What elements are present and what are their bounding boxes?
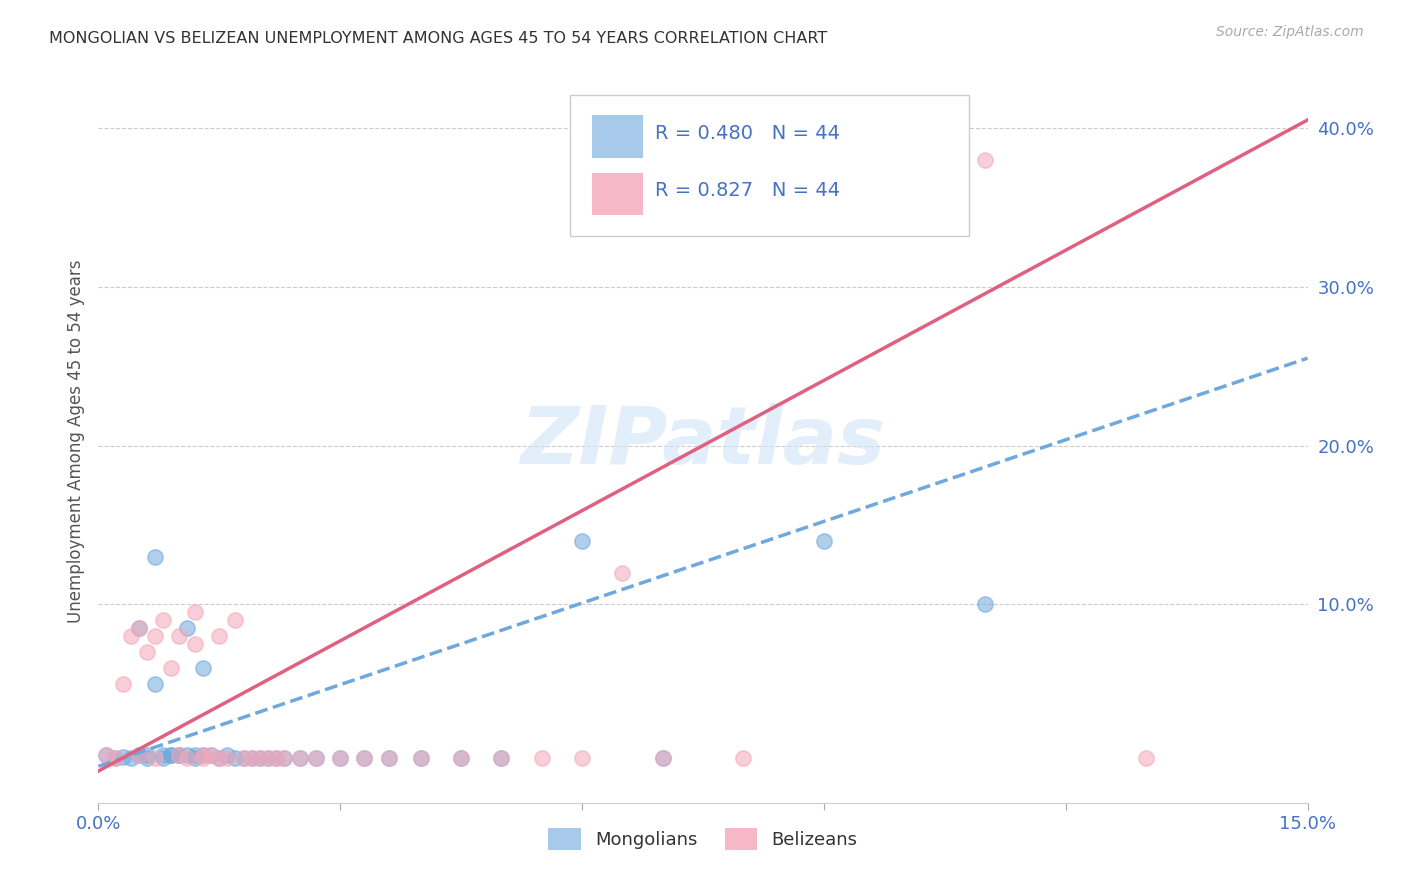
Point bbox=[450, 751, 472, 765]
Point bbox=[184, 605, 207, 619]
Point bbox=[96, 748, 118, 763]
Point bbox=[974, 153, 997, 167]
Point bbox=[176, 621, 198, 635]
Point bbox=[128, 748, 150, 763]
Point bbox=[305, 751, 328, 765]
Point bbox=[208, 751, 231, 765]
Point bbox=[193, 748, 215, 763]
Text: R = 0.480   N = 44: R = 0.480 N = 44 bbox=[655, 124, 839, 144]
Point bbox=[240, 751, 263, 765]
Point bbox=[160, 748, 183, 763]
Point bbox=[288, 751, 311, 765]
Point bbox=[193, 748, 215, 763]
Point bbox=[232, 751, 254, 765]
Point bbox=[160, 748, 183, 763]
Point bbox=[232, 751, 254, 765]
Point bbox=[249, 751, 271, 765]
Point bbox=[450, 751, 472, 765]
Legend: Mongolians, Belizeans: Mongolians, Belizeans bbox=[540, 819, 866, 859]
Point bbox=[135, 748, 157, 763]
Text: ZIPatlas: ZIPatlas bbox=[520, 402, 886, 481]
Point bbox=[160, 661, 183, 675]
Point bbox=[612, 566, 634, 580]
Point bbox=[135, 751, 157, 765]
Point bbox=[152, 613, 174, 627]
Point bbox=[200, 748, 222, 763]
Point bbox=[128, 621, 150, 635]
Point bbox=[273, 751, 295, 765]
Point bbox=[491, 751, 513, 765]
Point bbox=[184, 748, 207, 763]
Point bbox=[176, 751, 198, 765]
Point bbox=[329, 751, 352, 765]
Point bbox=[329, 751, 352, 765]
Point bbox=[167, 748, 190, 763]
Point bbox=[167, 629, 190, 643]
Point bbox=[103, 751, 125, 765]
Point bbox=[377, 751, 399, 765]
Point bbox=[353, 751, 375, 765]
Point bbox=[288, 751, 311, 765]
Point bbox=[273, 751, 295, 765]
Point bbox=[193, 661, 215, 675]
Point bbox=[409, 751, 432, 765]
Point bbox=[264, 751, 287, 765]
Point bbox=[167, 748, 190, 763]
Point bbox=[120, 751, 142, 765]
Text: MONGOLIAN VS BELIZEAN UNEMPLOYMENT AMONG AGES 45 TO 54 YEARS CORRELATION CHART: MONGOLIAN VS BELIZEAN UNEMPLOYMENT AMONG… bbox=[49, 31, 828, 46]
Point bbox=[184, 637, 207, 651]
Point bbox=[200, 748, 222, 763]
Point bbox=[256, 751, 278, 765]
Point bbox=[571, 533, 593, 548]
Point bbox=[217, 751, 239, 765]
Point bbox=[111, 749, 134, 764]
Point bbox=[184, 751, 207, 765]
Point bbox=[193, 751, 215, 765]
Point bbox=[305, 751, 328, 765]
Point bbox=[208, 751, 231, 765]
Point bbox=[176, 748, 198, 763]
Point bbox=[111, 676, 134, 690]
Point bbox=[120, 629, 142, 643]
FancyBboxPatch shape bbox=[592, 115, 643, 158]
Y-axis label: Unemployment Among Ages 45 to 54 years: Unemployment Among Ages 45 to 54 years bbox=[66, 260, 84, 624]
Point bbox=[143, 676, 166, 690]
Point bbox=[152, 751, 174, 765]
Point bbox=[128, 621, 150, 635]
Point bbox=[96, 748, 118, 763]
Point bbox=[249, 751, 271, 765]
Point bbox=[651, 751, 673, 765]
Point bbox=[256, 751, 278, 765]
Point bbox=[733, 751, 755, 765]
Point bbox=[240, 751, 263, 765]
Point bbox=[224, 613, 246, 627]
Point bbox=[530, 751, 553, 765]
Text: Source: ZipAtlas.com: Source: ZipAtlas.com bbox=[1216, 25, 1364, 39]
Point bbox=[135, 645, 157, 659]
Point bbox=[1135, 751, 1157, 765]
FancyBboxPatch shape bbox=[592, 173, 643, 215]
Point bbox=[143, 549, 166, 564]
Point bbox=[167, 748, 190, 763]
Point bbox=[409, 751, 432, 765]
Point bbox=[128, 748, 150, 763]
FancyBboxPatch shape bbox=[569, 95, 969, 235]
Point bbox=[813, 533, 835, 548]
Point bbox=[217, 748, 239, 763]
Point bbox=[103, 751, 125, 765]
Point bbox=[143, 751, 166, 765]
Point bbox=[571, 751, 593, 765]
Point bbox=[353, 751, 375, 765]
Point bbox=[143, 629, 166, 643]
Point bbox=[651, 751, 673, 765]
Point bbox=[377, 751, 399, 765]
Point bbox=[974, 597, 997, 611]
Point bbox=[208, 629, 231, 643]
Point bbox=[264, 751, 287, 765]
Text: R = 0.827   N = 44: R = 0.827 N = 44 bbox=[655, 180, 839, 200]
Point bbox=[224, 751, 246, 765]
Point bbox=[491, 751, 513, 765]
Point bbox=[152, 748, 174, 763]
